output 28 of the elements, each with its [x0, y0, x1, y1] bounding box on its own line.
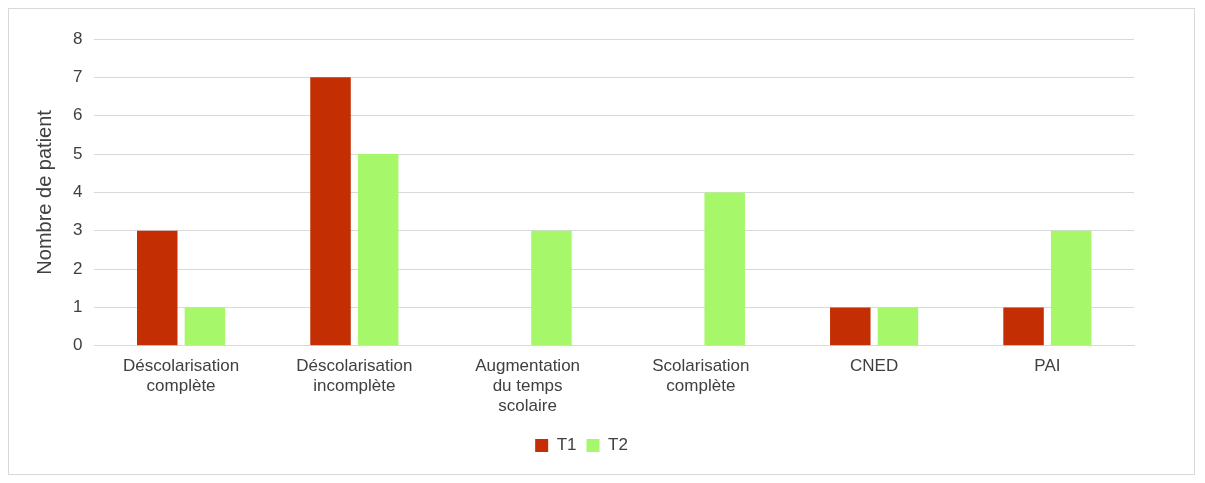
- bar: [1050, 230, 1092, 346]
- bar: [704, 192, 745, 346]
- bar: [357, 154, 399, 346]
- y-tick-label: 6: [72, 105, 83, 125]
- bar: [830, 307, 871, 346]
- bar: [531, 230, 572, 346]
- bar: [877, 307, 919, 346]
- x-tick-label: Scolarisation complète: [652, 355, 750, 396]
- y-tick-label: 2: [72, 258, 83, 278]
- y-tick-label: 0: [72, 335, 83, 355]
- x-tick-label: CNED: [850, 355, 899, 375]
- bar: [1003, 307, 1044, 346]
- bar: [184, 307, 226, 346]
- x-tick-label: Déscolarisation incomplète: [296, 355, 413, 396]
- y-tick-label: 5: [72, 143, 83, 163]
- y-tick-label: 4: [72, 182, 83, 202]
- y-tick-label: 7: [72, 67, 83, 87]
- bar: [137, 230, 178, 346]
- bar: [310, 77, 351, 346]
- legend-label: T2: [608, 435, 628, 455]
- y-tick-label: 8: [72, 28, 83, 48]
- legend-label: T1: [556, 435, 577, 455]
- y-axis-title: Nombre de patient: [32, 109, 55, 275]
- y-tick-label: 1: [72, 297, 83, 317]
- x-tick-label: PAI: [1034, 355, 1061, 375]
- y-tick-label: 3: [72, 220, 83, 240]
- x-tick-label: Déscolarisation complète: [122, 355, 240, 396]
- x-tick-label: Augmentation du temps scolaire: [475, 355, 581, 416]
